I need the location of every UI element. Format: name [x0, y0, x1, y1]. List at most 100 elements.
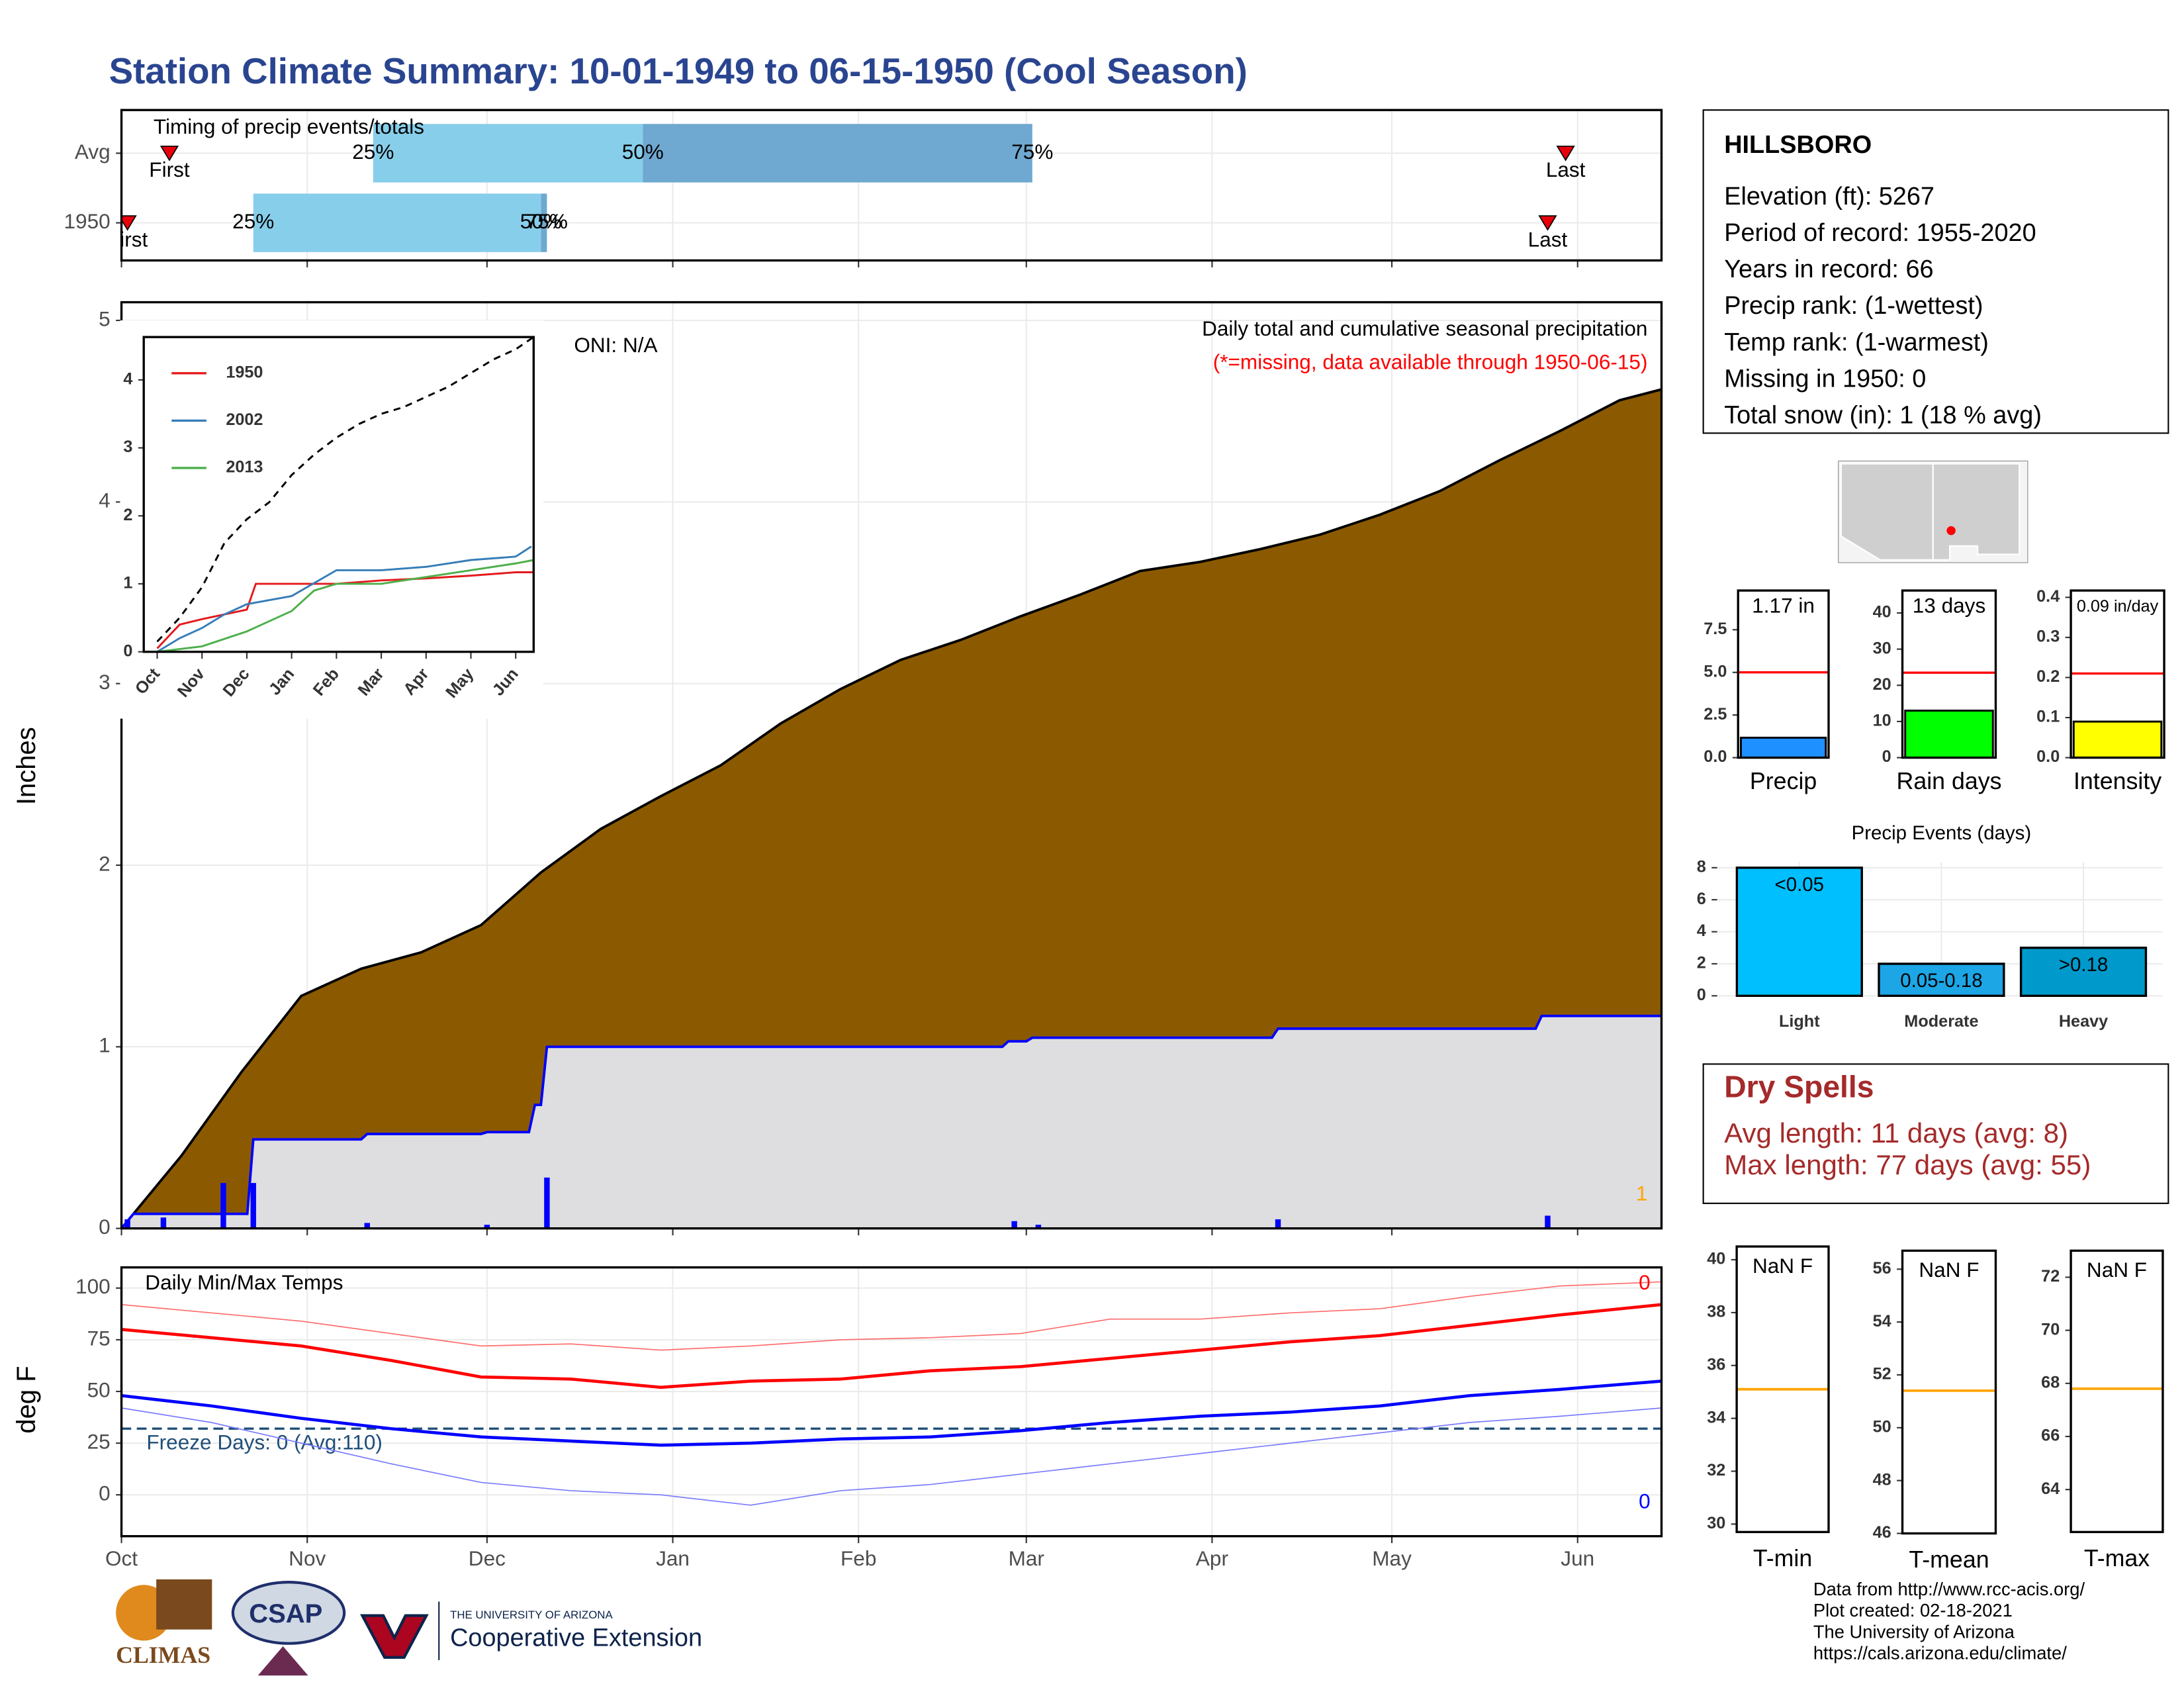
y-tick-label: 30 — [1707, 1514, 1725, 1532]
logo-shape — [257, 1646, 308, 1676]
x-axis-label: T-min — [1753, 1545, 1812, 1571]
logo-shape — [231, 1580, 346, 1645]
panel-title: Daily Min/Max Temps — [145, 1270, 343, 1294]
x-tick-label: May — [1372, 1546, 1412, 1570]
area-line — [120, 1014, 1662, 1229]
logo-text: CSAP — [249, 1599, 322, 1628]
station-line: Total snow (in): 1 (18 % avg) — [1724, 402, 2042, 430]
y-tick-label: 20 — [1873, 675, 1891, 694]
series-line — [121, 1407, 1662, 1506]
y-tick-label: 3 — [99, 670, 111, 694]
plot-background — [2071, 1250, 2163, 1532]
station-line: Precip rank: (1-wettest) — [1724, 292, 1983, 320]
y-tick-label: 0.3 — [2036, 628, 2060, 646]
y-tick-label: 1 — [99, 1033, 111, 1057]
y-tick-label: 36 — [1707, 1355, 1725, 1374]
annotation: 1 — [1636, 1182, 1648, 1205]
percentile-label: 50% — [622, 140, 664, 164]
y-tick-label: 66 — [2041, 1427, 2060, 1445]
dry-spells-box — [1702, 1063, 2169, 1204]
annotation: (*=missing, data available through 1950-… — [1213, 350, 1648, 373]
y-tick-label: 34 — [1707, 1408, 1725, 1427]
timing-bar — [253, 193, 541, 252]
logo-text: CLIMAS — [116, 1642, 210, 1668]
x-tick-label: Feb — [841, 1546, 876, 1570]
station-line: Missing in 1950: 0 — [1724, 365, 1926, 393]
y-tick-label: 0 — [99, 1215, 111, 1239]
dry-spells-title: Dry Spells — [1724, 1070, 1874, 1104]
value-label: 1.17 in — [1752, 594, 1815, 618]
daily-bar — [364, 1223, 370, 1229]
y-tick-label: 30 — [1873, 639, 1891, 657]
annotation: ONI: N/A — [574, 333, 657, 357]
y-tick-label: 4 — [1697, 921, 1706, 940]
percentile-label: 25% — [232, 209, 274, 233]
annotation: 0 — [1639, 1270, 1651, 1294]
panel-title: Precip Events (days) — [1852, 822, 2032, 844]
x-tick-label: Moderate — [1904, 1012, 1978, 1031]
series-line — [157, 559, 534, 653]
timing-bar — [541, 193, 547, 252]
y-tick-label: 10 — [1873, 712, 1891, 730]
value-label: 13 days — [1913, 594, 1986, 618]
plot-background — [1902, 1250, 1996, 1534]
area-line — [120, 388, 1662, 1229]
y-tick-label: 50 — [1873, 1417, 1891, 1436]
percentile-label: 75% — [526, 209, 568, 233]
timing-bar — [373, 124, 643, 183]
plot-border — [1901, 1249, 1997, 1535]
plot-border — [2070, 589, 2165, 759]
x-tick-label: Apr — [1196, 1546, 1228, 1570]
y-tick-label: 0.1 — [2036, 708, 2060, 726]
timing-marker — [1538, 215, 1557, 231]
y-tick-label: 5 — [99, 306, 111, 330]
x-axis-label: Intensity — [2073, 768, 2161, 794]
y-tick-label: 2.5 — [1704, 705, 1727, 724]
plot-border — [120, 109, 1663, 262]
station-line: Temp rank: (1-warmest) — [1724, 328, 1989, 356]
credit-line: https://cals.arizona.edu/climate/ — [1813, 1643, 2067, 1664]
y-tick-label: 4 — [123, 370, 132, 389]
station-dot — [1946, 526, 1956, 536]
credit-line: The University of Arizona — [1813, 1621, 2015, 1642]
gauge-bar — [2072, 720, 2163, 759]
daily-bar — [484, 1225, 490, 1229]
plot-border — [1737, 589, 1830, 759]
threshold-label: Freeze Days: 0 (Avg:110) — [146, 1430, 383, 1454]
dry-spells-line: Avg length: 11 days (avg: 8) — [1724, 1117, 2068, 1149]
y-tick-label: 0.0 — [1704, 747, 1727, 766]
plot-border — [120, 1266, 1663, 1538]
y-tick-label: 0 — [123, 641, 132, 660]
value-label: <0.05 — [1775, 874, 1825, 896]
daily-bar — [220, 1183, 226, 1229]
logos: CLIMAS CSAP THE UNIVERSITY OF ARIZONA Co… — [116, 1579, 702, 1676]
y-tick-label: 64 — [2041, 1479, 2060, 1498]
plot-background — [144, 337, 534, 652]
marker-label: Last — [1528, 227, 1568, 251]
y-tick-label: 0 — [99, 1481, 111, 1505]
value-label: NaN F — [2087, 1258, 2147, 1282]
credit-line: Plot created: 02-18-2021 — [1813, 1600, 2013, 1620]
timing-marker — [159, 146, 179, 162]
credit-line: Data from http://www.rcc-acis.org/ — [1813, 1579, 2085, 1599]
x-axis-label: T-max — [2084, 1545, 2150, 1571]
station-name: HILLSBORO — [1724, 131, 1872, 159]
y-tick-label: 70 — [2041, 1320, 2060, 1338]
y-tick-label: 0.4 — [2036, 587, 2060, 606]
gauge-bar — [1904, 710, 1994, 759]
y-tick-label: 75 — [87, 1326, 111, 1350]
logo-shape — [360, 1614, 429, 1659]
plot-background — [121, 1267, 1662, 1536]
y-tick-label: 2 — [123, 506, 132, 524]
station-line: Elevation (ft): 5267 — [1724, 183, 1934, 211]
timing-marker — [121, 215, 137, 231]
map-state — [1932, 463, 2021, 561]
map-state — [1840, 463, 1934, 561]
y-tick-label: 56 — [1873, 1259, 1891, 1278]
series-line — [156, 571, 534, 649]
gauge-bar — [1739, 736, 1827, 759]
daily-bar — [124, 1219, 130, 1229]
y-tick-label: 48 — [1873, 1470, 1891, 1489]
y-tick-label: 5.0 — [1704, 662, 1727, 680]
logo-shape — [156, 1579, 212, 1630]
